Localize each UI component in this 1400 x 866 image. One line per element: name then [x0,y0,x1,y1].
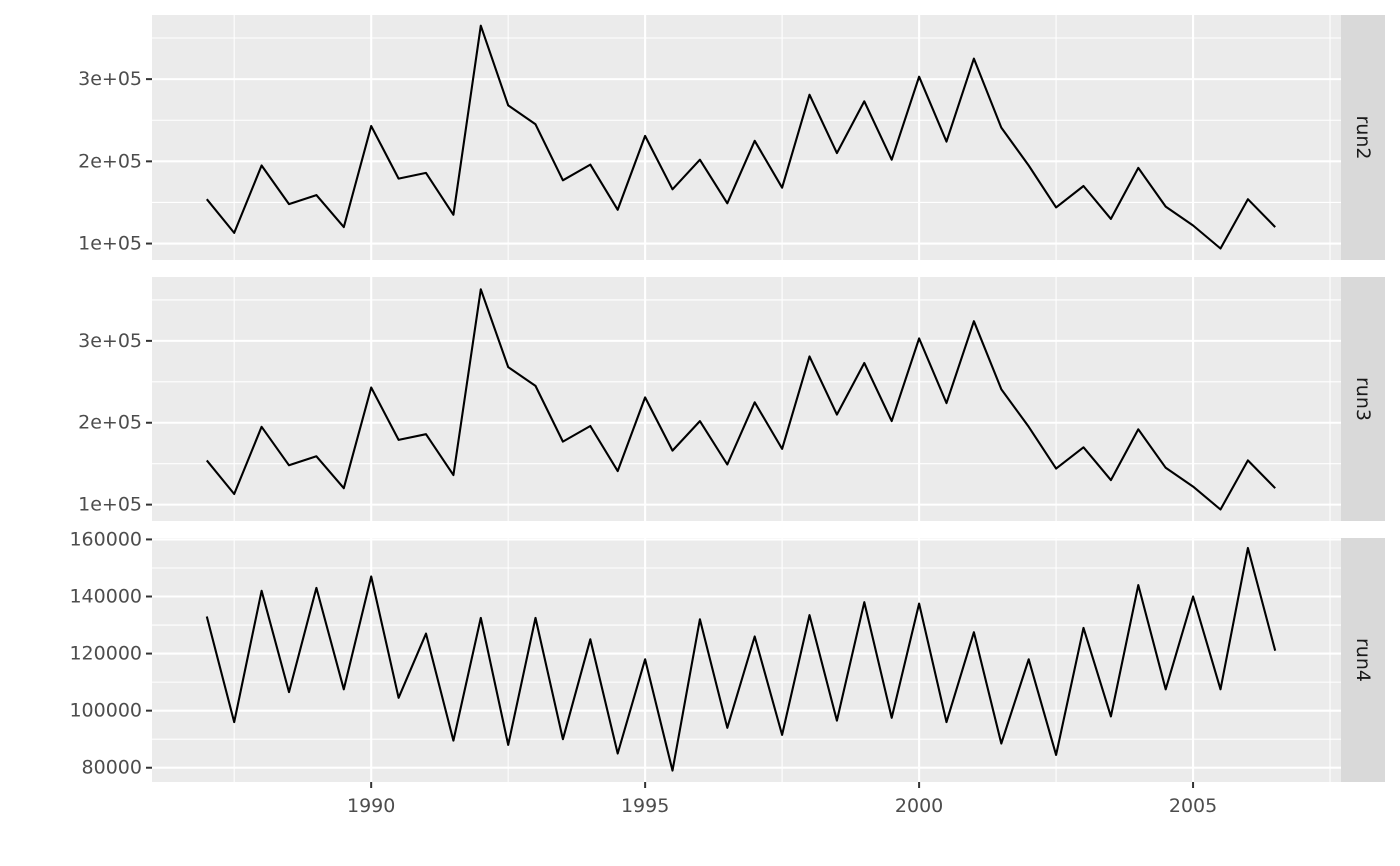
y-tick-label: 2e+05 [78,150,142,172]
y-tick-label: 1e+05 [78,494,142,516]
series-line-run4 [205,546,1277,772]
x-tick-label: 1995 [621,795,669,817]
x-tick-label: 2000 [895,795,943,817]
series-line-run2 [205,24,1276,250]
series-line-run3 [205,288,1276,511]
facet-strip-run2 [1341,15,1385,260]
panel-background-run2 [152,15,1341,260]
facet-strip-label: run3 [1352,377,1374,421]
panel-background-run4 [152,538,1341,782]
panel-background-run3 [152,277,1341,521]
y-tick-label: 140000 [69,586,142,608]
y-tick-label: 1e+05 [78,233,142,255]
facet-strip-label: run2 [1352,116,1374,160]
y-tick-label: 160000 [69,528,142,550]
y-tick-label: 2e+05 [78,412,142,434]
y-tick-label: 3e+05 [78,68,142,90]
facet-strip-run4 [1341,538,1385,782]
y-tick-label: 120000 [69,643,142,665]
x-tick-label: 2005 [1169,795,1217,817]
facet-strip-label: run4 [1352,638,1374,682]
x-tick-label: 1990 [347,795,395,817]
y-tick-label: 80000 [82,757,142,779]
y-tick-label: 100000 [69,700,142,722]
y-tick-label: 3e+05 [78,330,142,352]
facet-strip-run3 [1341,277,1385,521]
